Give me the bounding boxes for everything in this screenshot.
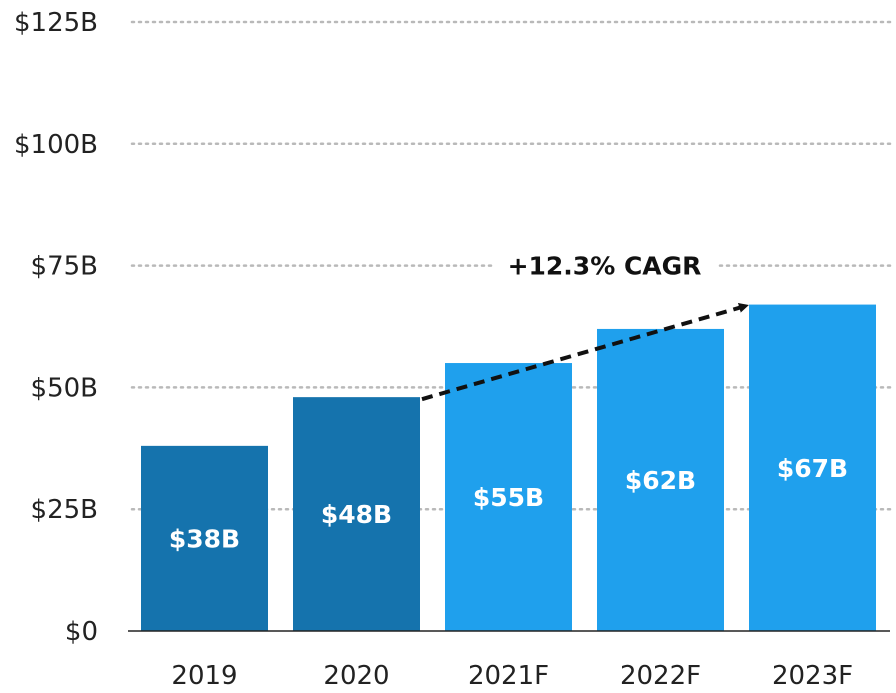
- y-tick-label: $100B: [14, 130, 98, 160]
- x-tick-label: 2020: [323, 661, 389, 691]
- cagr-arrow: [421, 302, 749, 402]
- x-tick-label: 2023F: [772, 661, 853, 691]
- cagr-label: +12.3% CAGR: [508, 252, 702, 281]
- x-tick-label: 2022F: [620, 661, 701, 691]
- x-tick-label: 2021F: [468, 661, 549, 691]
- y-axis-tick-labels: $0 $25B $50B $75B $100B $125B: [14, 8, 98, 647]
- bar-value-label: $48B: [321, 500, 392, 529]
- x-tick-label: 2019: [171, 661, 237, 691]
- y-tick-label: $25B: [31, 495, 98, 525]
- y-tick-label: $50B: [31, 373, 98, 403]
- annotation-backdrop: [492, 245, 717, 280]
- cagr-annotation: +12.3% CAGR: [421, 245, 749, 402]
- bar: [445, 363, 572, 631]
- bar-value-label: $67B: [777, 454, 848, 483]
- bar-value-label: $38B: [169, 524, 240, 553]
- y-tick-label: $75B: [31, 252, 98, 282]
- x-axis-tick-labels: 2019 2020 2021F 2022F 2023F: [171, 661, 853, 691]
- bar: [141, 445, 268, 631]
- bars: $38B $48B $55B $62B $67B: [141, 304, 876, 631]
- bar: [293, 397, 420, 631]
- bar: [597, 328, 724, 631]
- bar: [749, 304, 876, 631]
- y-tick-label: $125B: [14, 8, 98, 38]
- y-tick-label: $0: [65, 617, 98, 647]
- bar-value-label: $55B: [473, 483, 544, 512]
- bar-value-label: $62B: [625, 466, 696, 495]
